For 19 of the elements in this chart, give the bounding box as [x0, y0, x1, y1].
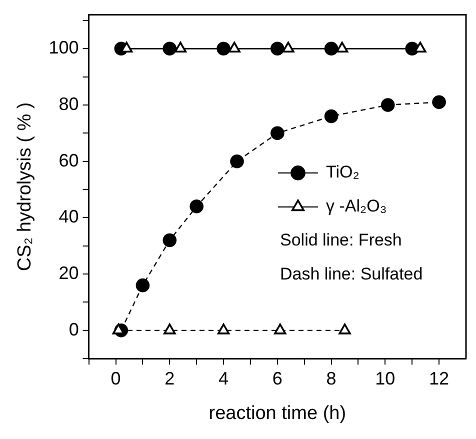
- x-tick-label: 2: [164, 368, 175, 388]
- x-tick-label: 12: [429, 368, 450, 388]
- annotation: Solid line: Fresh: [280, 230, 402, 250]
- y-tick-label: 80: [58, 94, 79, 114]
- y-tick-label: 60: [58, 150, 79, 170]
- y-axis-title: CS₂ hydrolysis ( % ): [14, 102, 36, 272]
- annotation: Dash line: Sulfated: [280, 264, 423, 284]
- x-tick-label: 6: [272, 368, 282, 388]
- legend-label: γ -Al₂O₃: [326, 196, 387, 216]
- x-tick-label: 8: [326, 368, 336, 388]
- y-tick-label: 100: [48, 38, 79, 58]
- y-tick-label: 0: [68, 319, 79, 340]
- x-tick-label: 0: [110, 368, 121, 388]
- x-tick-label: 4: [218, 368, 229, 388]
- y-tick-label: 20: [58, 263, 79, 284]
- x-axis-title: reaction time (h): [208, 402, 346, 424]
- x-tick-label: 10: [375, 368, 396, 388]
- legend-label: TiO₂: [326, 162, 360, 182]
- y-tick-label: 40: [58, 206, 79, 227]
